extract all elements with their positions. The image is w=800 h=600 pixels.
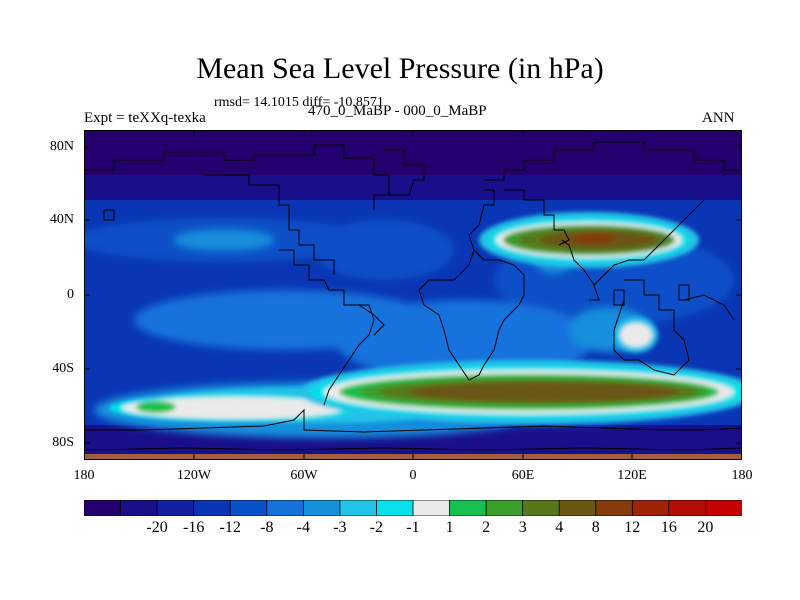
difference-label: 470_0_MaBP - 000_0_MaBP [308,103,487,119]
colorbar-label: -16 [183,519,205,536]
colorbar-label: 20 [697,519,714,536]
chart-title: Mean Sea Level Pressure (in hPa) [196,52,604,85]
x-tick-label: 0 [409,468,417,483]
colorbar-box [266,499,305,517]
colorbar-box [229,499,268,517]
colorbar-box [595,499,634,517]
x-tick-label: 120W [176,468,212,483]
colorbar [83,499,743,517]
colorbar-label: 2 [482,519,491,536]
colorbar-box [705,499,743,517]
y-tick-label: 80N [49,139,74,154]
colorbar-label: 12 [624,519,641,536]
x-tick-label: 60E [511,468,535,483]
contour-field [84,130,742,460]
colorbar-box [376,499,414,517]
colorbar-box [156,499,195,517]
colorbar-label: -8 [260,519,274,536]
colorbar-label: 8 [591,519,600,536]
colorbar-box [120,499,159,517]
y-tick-label: 40S [52,361,74,376]
colorbar-label: -2 [369,519,384,536]
y-tick-label: 80S [52,435,74,450]
colorbar-label: -20 [146,519,168,536]
field-sb-core [409,382,679,402]
colorbar-label: 1 [445,519,454,536]
coastlines [84,141,742,451]
colorbar-box [83,499,122,517]
colorbar-box [339,499,378,517]
field-sp-green [136,401,176,413]
colorbar-label: -1 [406,519,420,536]
x-tick-label: 180 [73,468,95,483]
field-n-pacific-inner [174,230,274,250]
colorbar-label: -12 [219,519,241,536]
colorbar-box [449,499,488,517]
colorbar-box [631,499,670,517]
rmsd-stats: rmsd= 14.1015 diff= -10.8571 [214,95,384,110]
x-tick-label: 60W [290,468,318,483]
colorbar-label: 16 [660,519,677,536]
x-tick-label: 120E [617,468,647,483]
colorbar-box [412,499,451,517]
field-asia-core [572,232,616,244]
x-tick-label: 180 [731,468,753,483]
y-tick-label: 40N [49,212,74,227]
colorbar-label: -4 [296,519,310,536]
colorbar-box [193,499,232,517]
field-aus-core [620,323,652,347]
colorbar-label: -3 [333,519,347,536]
colorbar-label: 4 [555,519,564,536]
season-label: ANN [702,110,735,126]
experiment-label: Expt = teXXq-texka [84,110,206,126]
colorbar-label: 3 [518,519,527,536]
colorbar-box [485,499,524,517]
axis-ticks [84,130,742,460]
map-plot [84,130,742,460]
colorbar-box [668,499,707,517]
field-n-atlantic [314,220,454,280]
colorbar-box [558,499,597,517]
field-sp-ring3 [122,397,346,419]
y-tick-label: 0 [67,287,74,302]
colorbar-box [522,499,561,517]
colorbar-box [302,499,341,517]
